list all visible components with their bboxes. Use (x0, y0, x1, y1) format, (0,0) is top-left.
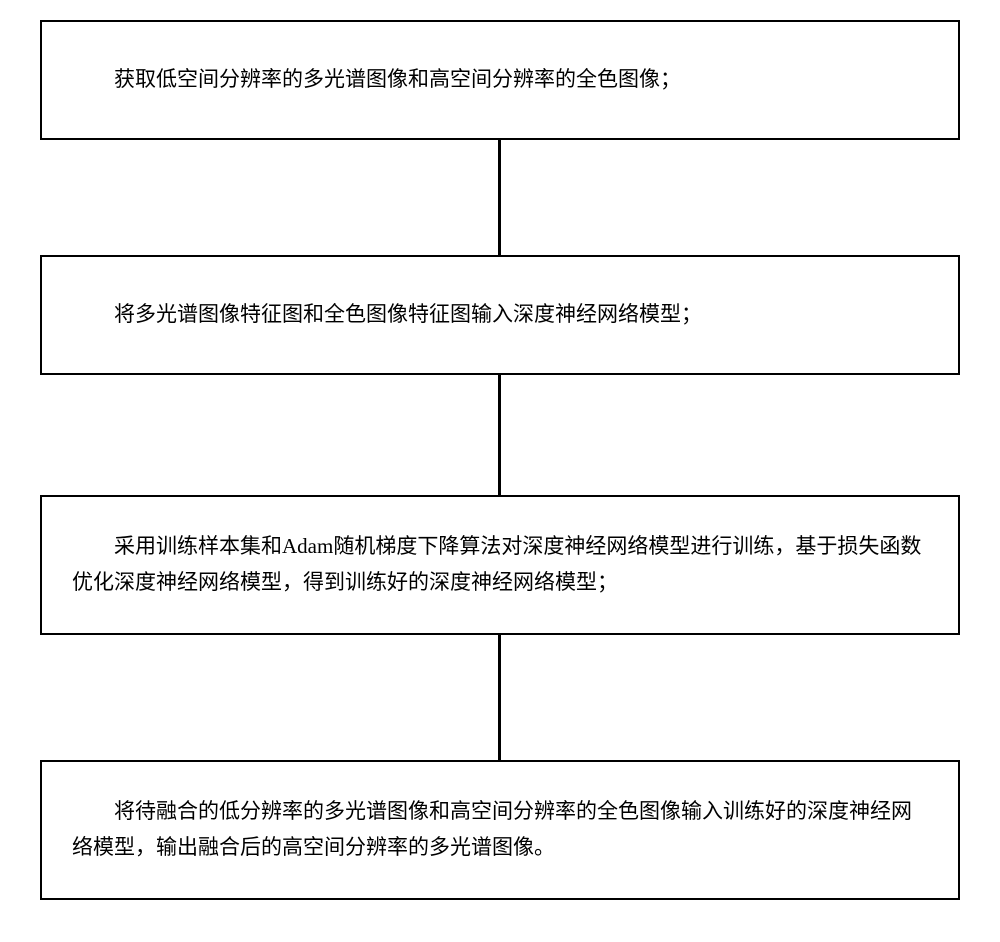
connector-1-2 (498, 140, 501, 255)
connector-3-4 (498, 635, 501, 760)
flow-step-4-text: 将待融合的低分辨率的多光谱图像和高空间分辨率的全色图像输入训练好的深度神经网络模… (72, 794, 928, 865)
flow-step-4: 将待融合的低分辨率的多光谱图像和高空间分辨率的全色图像输入训练好的深度神经网络模… (40, 760, 960, 900)
flowchart-container: 获取低空间分辨率的多光谱图像和高空间分辨率的全色图像； 将多光谱图像特征图和全色… (0, 0, 1000, 942)
flow-step-2: 将多光谱图像特征图和全色图像特征图输入深度神经网络模型； (40, 255, 960, 375)
flow-step-2-text: 将多光谱图像特征图和全色图像特征图输入深度神经网络模型； (72, 297, 928, 333)
flow-step-3-text: 采用训练样本集和Adam随机梯度下降算法对深度神经网络模型进行训练，基于损失函数… (72, 529, 928, 600)
flow-step-1: 获取低空间分辨率的多光谱图像和高空间分辨率的全色图像； (40, 20, 960, 140)
connector-2-3 (498, 375, 501, 495)
flow-step-3: 采用训练样本集和Adam随机梯度下降算法对深度神经网络模型进行训练，基于损失函数… (40, 495, 960, 635)
flow-step-1-text: 获取低空间分辨率的多光谱图像和高空间分辨率的全色图像； (72, 62, 928, 98)
